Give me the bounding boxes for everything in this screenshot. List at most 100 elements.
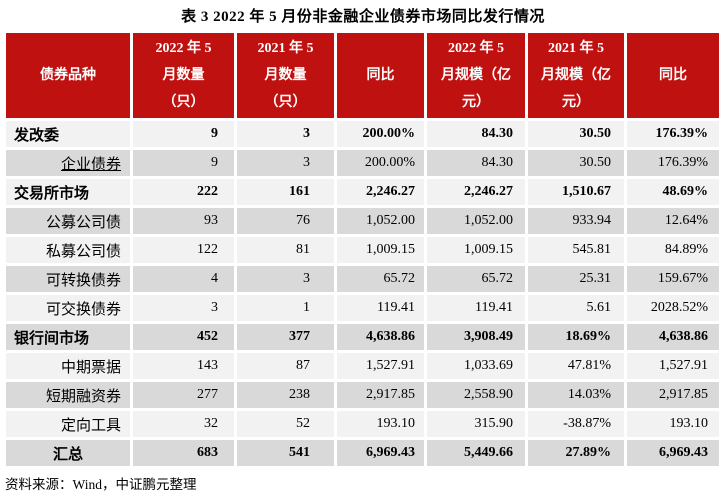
table-row: 公募公司债 93 76 1,052.00 1,052.00 933.94 12.… <box>6 208 719 234</box>
table-row: 私募公司债 122 81 1,009.15 1,009.15 545.81 84… <box>6 237 719 263</box>
value-cell: 200.00% <box>337 150 424 176</box>
value-cell: 159.67% <box>627 266 719 292</box>
value-cell: 222 <box>133 179 234 205</box>
value-cell: 4,638.86 <box>627 324 719 350</box>
value-cell: 2,246.27 <box>337 179 424 205</box>
value-cell: 176.39% <box>627 150 719 176</box>
table-row: 银行间市场 452 377 4,638.86 3,908.49 18.69% 4… <box>6 324 719 350</box>
value-cell: 1,052.00 <box>427 208 525 234</box>
value-cell: 14.03% <box>528 382 624 408</box>
value-cell: 65.72 <box>337 266 424 292</box>
value-cell: 84.89% <box>627 237 719 263</box>
value-cell: 541 <box>237 440 334 466</box>
value-cell: 9 <box>133 150 234 176</box>
bond-type-cell: 发改委 <box>6 121 130 147</box>
value-cell: 238 <box>237 382 334 408</box>
value-cell: 27.89% <box>528 440 624 466</box>
value-cell: 452 <box>133 324 234 350</box>
value-cell: 2,246.27 <box>427 179 525 205</box>
value-cell: 4 <box>133 266 234 292</box>
value-cell: 2,558.90 <box>427 382 525 408</box>
value-cell: 1 <box>237 295 334 321</box>
value-cell: 377 <box>237 324 334 350</box>
value-cell: 52 <box>237 411 334 437</box>
value-cell: 2,917.85 <box>337 382 424 408</box>
value-cell: 84.30 <box>427 121 525 147</box>
value-cell: 4,638.86 <box>337 324 424 350</box>
value-cell: 6,969.43 <box>337 440 424 466</box>
table-row: 短期融资券 277 238 2,917.85 2,558.90 14.03% 2… <box>6 382 719 408</box>
bond-issuance-table: 债券品种 2022 年 5 月数量 （只） 2021 年 5 月数量 （只） 同… <box>3 30 722 469</box>
bond-type-cell: 短期融资券 <box>6 382 130 408</box>
table-row: 交易所市场 222 161 2,246.27 2,246.27 1,510.67… <box>6 179 719 205</box>
table-row: 企业债券 9 3 200.00% 84.30 30.50 176.39% <box>6 150 719 176</box>
value-cell: 87 <box>237 353 334 379</box>
value-cell: 933.94 <box>528 208 624 234</box>
header-2022-count: 2022 年 5 月数量 （只） <box>133 33 234 118</box>
value-cell: 3 <box>133 295 234 321</box>
value-cell: 3,908.49 <box>427 324 525 350</box>
bond-type-cell: 公募公司债 <box>6 208 130 234</box>
value-cell: 30.50 <box>528 121 624 147</box>
value-cell: 12.64% <box>627 208 719 234</box>
value-cell: 200.00% <box>337 121 424 147</box>
value-cell: 176.39% <box>627 121 719 147</box>
value-cell: 2028.52% <box>627 295 719 321</box>
value-cell: 25.31 <box>528 266 624 292</box>
value-cell: 2,917.85 <box>627 382 719 408</box>
table-row: 中期票据 143 87 1,527.91 1,033.69 47.81% 1,5… <box>6 353 719 379</box>
value-cell: 81 <box>237 237 334 263</box>
value-cell: 6,969.43 <box>627 440 719 466</box>
bond-type-cell: 中期票据 <box>6 353 130 379</box>
value-cell: 1,527.91 <box>337 353 424 379</box>
table-row: 可交换债券 3 1 119.41 119.41 5.61 2028.52% <box>6 295 719 321</box>
value-cell: 193.10 <box>337 411 424 437</box>
table-body: 发改委 9 3 200.00% 84.30 30.50 176.39% 企业债券… <box>6 121 719 466</box>
value-cell: 48.69% <box>627 179 719 205</box>
header-yoy-count: 同比 <box>337 33 424 118</box>
value-cell: 1,052.00 <box>337 208 424 234</box>
table-row: 可转换债券 4 3 65.72 65.72 25.31 159.67% <box>6 266 719 292</box>
table-header: 债券品种 2022 年 5 月数量 （只） 2021 年 5 月数量 （只） 同… <box>6 33 719 118</box>
header-bond-type: 债券品种 <box>6 33 130 118</box>
value-cell: 47.81% <box>528 353 624 379</box>
value-cell: 193.10 <box>627 411 719 437</box>
bond-type-cell: 私募公司债 <box>6 237 130 263</box>
value-cell: 93 <box>133 208 234 234</box>
value-cell: 76 <box>237 208 334 234</box>
value-cell: 5.61 <box>528 295 624 321</box>
value-cell: 119.41 <box>337 295 424 321</box>
bond-type-cell: 可交换债券 <box>6 295 130 321</box>
value-cell: 3 <box>237 266 334 292</box>
bond-type-cell: 交易所市场 <box>6 179 130 205</box>
value-cell: 122 <box>133 237 234 263</box>
value-cell: 277 <box>133 382 234 408</box>
bond-type-cell: 定向工具 <box>6 411 130 437</box>
value-cell: -38.87% <box>528 411 624 437</box>
bond-type-cell: 可转换债券 <box>6 266 130 292</box>
value-cell: 32 <box>133 411 234 437</box>
value-cell: 315.90 <box>427 411 525 437</box>
value-cell: 18.69% <box>528 324 624 350</box>
table-title: 表 3 2022 年 5 月份非金融企业债券市场同比发行情况 <box>181 9 545 25</box>
value-cell: 1,009.15 <box>427 237 525 263</box>
value-cell: 119.41 <box>427 295 525 321</box>
header-2022-scale: 2022 年 5 月规模（亿 元） <box>427 33 525 118</box>
table-row-total: 汇总 683 541 6,969.43 5,449.66 27.89% 6,96… <box>6 440 719 466</box>
value-cell: 545.81 <box>528 237 624 263</box>
value-cell: 1,009.15 <box>337 237 424 263</box>
value-cell: 3 <box>237 121 334 147</box>
value-cell: 1,527.91 <box>627 353 719 379</box>
header-2021-count: 2021 年 5 月数量 （只） <box>237 33 334 118</box>
value-cell: 9 <box>133 121 234 147</box>
value-cell: 84.30 <box>427 150 525 176</box>
bond-type-cell: 银行间市场 <box>6 324 130 350</box>
value-cell: 683 <box>133 440 234 466</box>
header-yoy-scale: 同比 <box>627 33 719 118</box>
source-note: 资料来源：Wind，中证鹏元整理 <box>5 477 197 492</box>
value-cell: 143 <box>133 353 234 379</box>
header-2021-scale: 2021 年 5 月规模（亿 元） <box>528 33 624 118</box>
value-cell: 1,033.69 <box>427 353 525 379</box>
value-cell: 1,510.67 <box>528 179 624 205</box>
